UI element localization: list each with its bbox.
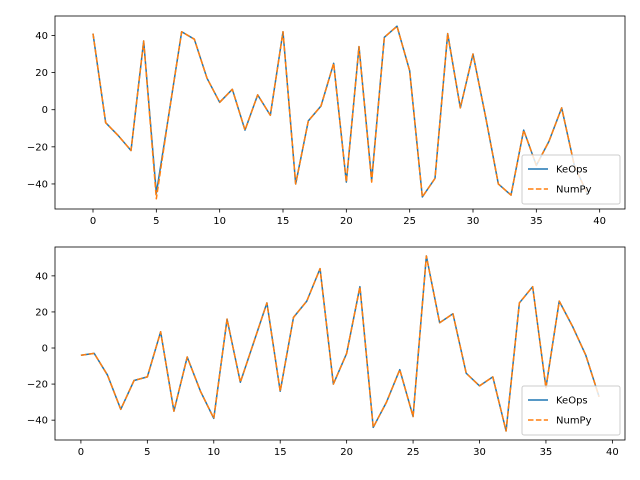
legend-label-numpy: NumPy: [556, 185, 592, 196]
series-line-numpy: [92, 25, 588, 200]
x-tick-label: 20: [340, 447, 353, 458]
y-tick-label: 20: [35, 307, 48, 318]
axes-frame: [54, 15, 626, 210]
x-tick-label: 25: [407, 447, 420, 458]
legend: KeOps NumPy: [521, 385, 621, 436]
top-subplot: 0 5 10 15 20 25 30 35 40 −40 −20 0 20 40 KeOps NumPy: [27, 15, 626, 227]
x-tick-label: 35: [540, 447, 553, 458]
axes-frame: [54, 246, 626, 441]
legend-label-keops: KeOps: [556, 165, 588, 176]
y-tick-label: −20: [27, 142, 48, 153]
x-tick-label: 5: [153, 216, 159, 227]
x-tick-label: 40: [606, 447, 619, 458]
x-tick-label: 20: [340, 216, 353, 227]
x-tick-label: 15: [277, 216, 290, 227]
x-tick-label: 10: [213, 216, 226, 227]
x-tick-label: 30: [473, 447, 486, 458]
x-tick-label: 0: [78, 447, 84, 458]
x-tick-label: 5: [144, 447, 150, 458]
series-line-numpy: [80, 255, 600, 432]
y-tick-label: −40: [27, 416, 48, 427]
y-tick-label: 40: [35, 31, 48, 42]
y-tick-label: 0: [42, 344, 48, 355]
bottom-subplot: 0 5 10 15 20 25 30 35 40 −40 −20 0 20 40 KeOps NumPy: [27, 246, 626, 458]
legend-box: [521, 154, 621, 205]
y-tick-label: 40: [35, 271, 48, 282]
x-tick-label: 0: [90, 216, 96, 227]
y-tick-label: −20: [27, 380, 48, 391]
x-tick-label: 40: [593, 216, 606, 227]
legend-label-keops: KeOps: [556, 396, 588, 407]
x-tick-label: 15: [274, 447, 287, 458]
x-tick-label: 35: [530, 216, 543, 227]
y-tick-label: 20: [35, 68, 48, 79]
y-tick-label: −40: [27, 179, 48, 190]
legend: KeOps NumPy: [521, 154, 621, 205]
x-tick-label: 10: [207, 447, 220, 458]
y-tick-label: 0: [42, 105, 48, 116]
legend-box: [521, 385, 621, 436]
legend-label-numpy: NumPy: [556, 416, 592, 427]
x-tick-label: 30: [467, 216, 480, 227]
x-tick-label: 25: [403, 216, 416, 227]
